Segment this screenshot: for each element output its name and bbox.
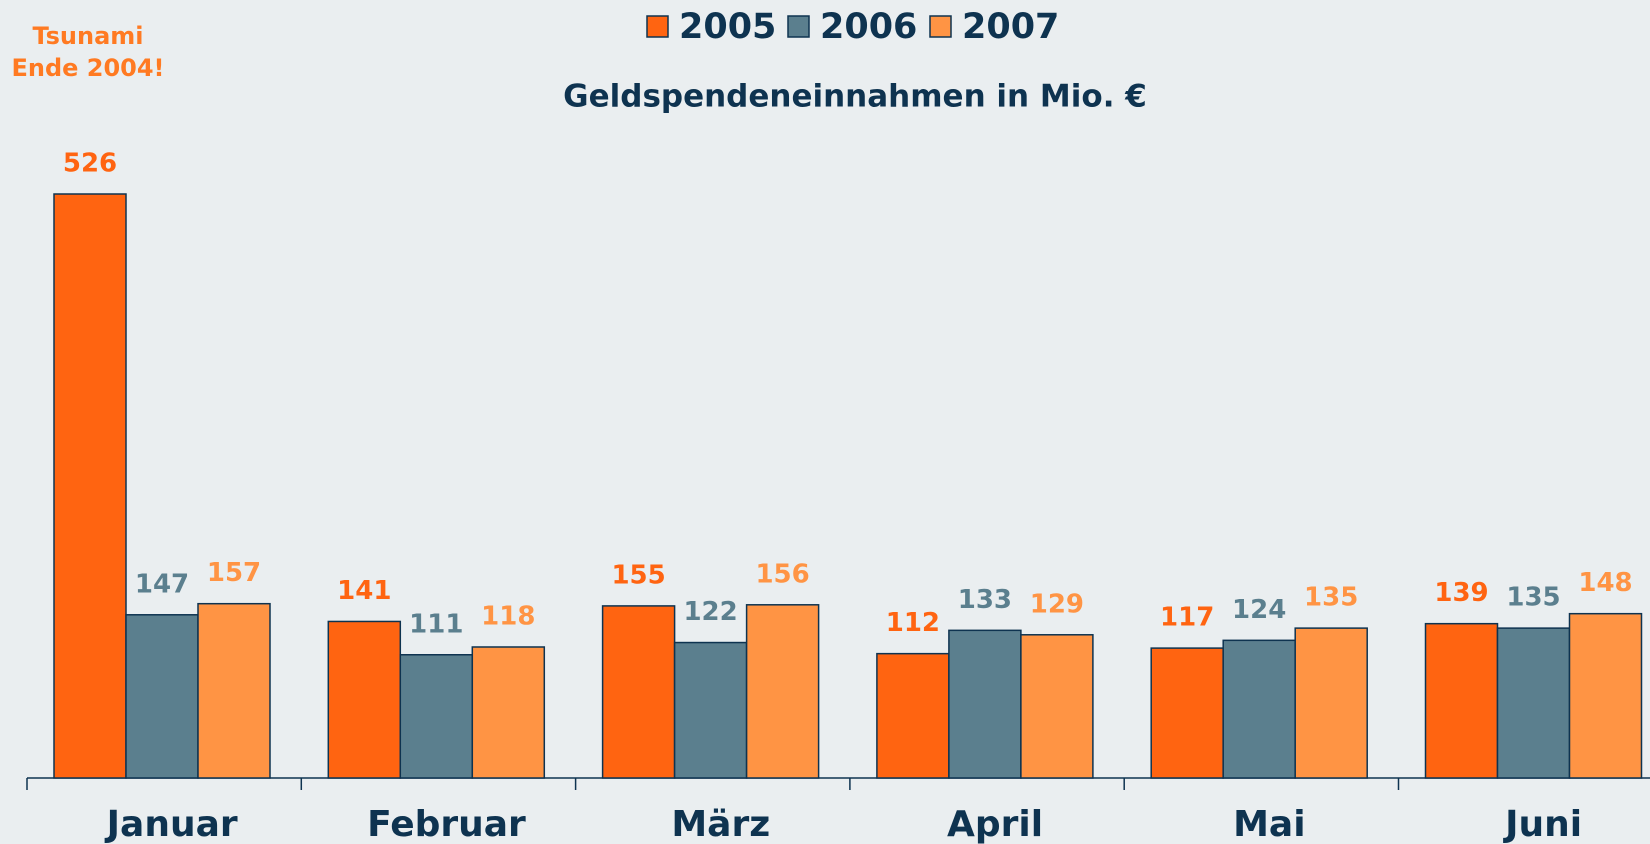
bar: [601, 605, 676, 779]
bar: [399, 654, 474, 779]
value-label: 141: [337, 576, 391, 606]
legend-label: 2005: [679, 7, 776, 47]
value-label: 147: [135, 569, 189, 599]
bar: [673, 641, 748, 779]
bar: [876, 652, 950, 779]
x-tick-label: Mai: [1233, 804, 1305, 844]
bar: [948, 629, 1022, 779]
value-label: 156: [755, 559, 809, 589]
value-label: 122: [683, 597, 737, 627]
value-label: 111: [409, 609, 463, 639]
legend-label: 2007: [962, 7, 1059, 47]
value-label: 112: [886, 608, 940, 638]
value-label: 157: [207, 558, 261, 588]
bar: [1150, 647, 1224, 779]
value-label: 526: [63, 149, 117, 179]
value-label: 133: [958, 585, 1012, 615]
bar: [1222, 639, 1296, 779]
legend-swatch: [646, 15, 669, 38]
legend-label: 2006: [820, 7, 917, 47]
x-tick-label: Januar: [104, 804, 238, 844]
value-label: 135: [1304, 583, 1358, 613]
legend-swatch: [787, 15, 810, 38]
bar: [125, 614, 199, 779]
value-label: 155: [611, 560, 665, 590]
value-label: 139: [1434, 578, 1488, 608]
bar: [1020, 634, 1094, 779]
bar: [471, 646, 546, 779]
value-label: 129: [1030, 589, 1084, 619]
bar: [745, 604, 820, 779]
value-label: 148: [1578, 568, 1632, 598]
value-label: 124: [1232, 595, 1286, 625]
bar: [1294, 627, 1368, 779]
bar: [197, 602, 271, 779]
x-tick-label: April: [947, 804, 1043, 844]
value-label: 135: [1506, 583, 1560, 613]
bar: [1568, 612, 1643, 779]
value-label: 117: [1160, 603, 1214, 633]
x-tick-label: Februar: [367, 804, 526, 844]
chart-title: Geldspendeneinnahmen in Mio. €: [563, 79, 1147, 115]
value-label: 118: [481, 601, 535, 631]
bar: [53, 193, 127, 779]
bar: [1424, 622, 1499, 779]
bar: [327, 620, 402, 779]
bar: [1496, 627, 1571, 779]
x-tick-label: März: [671, 804, 770, 844]
x-tick-label: Juni: [1502, 804, 1582, 844]
annotation: Tsunami Ende 2004!: [11, 22, 165, 82]
legend-swatch: [929, 15, 952, 38]
